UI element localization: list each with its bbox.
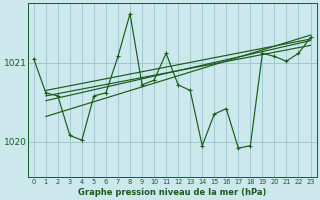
X-axis label: Graphe pression niveau de la mer (hPa): Graphe pression niveau de la mer (hPa) (78, 188, 266, 197)
